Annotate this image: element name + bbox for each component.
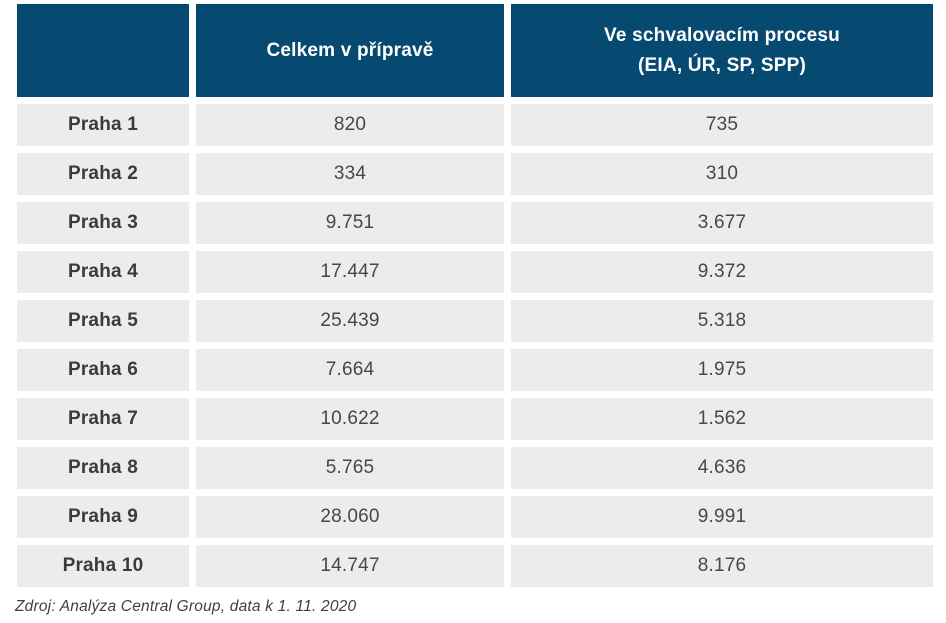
row-approval-value: 310 bbox=[511, 153, 933, 195]
row-total-value: 334 bbox=[196, 153, 504, 195]
row-total-value: 17.447 bbox=[196, 251, 504, 293]
source-note: Zdroj: Analýza Central Group, data k 1. … bbox=[15, 598, 357, 615]
row-total-value: 5.765 bbox=[196, 447, 504, 489]
row-district: Praha 2 bbox=[17, 153, 189, 195]
header-cell-approval: Ve schvalovacím procesu (EIA, ÚR, SP, SP… bbox=[511, 4, 933, 97]
header-approval-line1: Ve schvalovacím procesu bbox=[604, 25, 840, 47]
row-total-value: 28.060 bbox=[196, 496, 504, 538]
row-total-value: 10.622 bbox=[196, 398, 504, 440]
row-district: Praha 7 bbox=[17, 398, 189, 440]
row-total-value: 820 bbox=[196, 104, 504, 146]
row-approval-value: 8.176 bbox=[511, 545, 933, 587]
row-approval-value: 9.372 bbox=[511, 251, 933, 293]
row-approval-value: 4.636 bbox=[511, 447, 933, 489]
row-district: Praha 4 bbox=[17, 251, 189, 293]
row-district: Praha 3 bbox=[17, 202, 189, 244]
row-district: Praha 9 bbox=[17, 496, 189, 538]
row-total-value: 9.751 bbox=[196, 202, 504, 244]
header-cell-empty bbox=[17, 4, 189, 97]
row-district: Praha 8 bbox=[17, 447, 189, 489]
row-total-value: 7.664 bbox=[196, 349, 504, 391]
row-district: Praha 10 bbox=[17, 545, 189, 587]
row-approval-value: 5.318 bbox=[511, 300, 933, 342]
header-approval-line2: (EIA, ÚR, SP, SPP) bbox=[638, 54, 806, 76]
row-total-value: 25.439 bbox=[196, 300, 504, 342]
data-table: Celkem v přípravě Ve schvalovacím proces… bbox=[17, 4, 933, 587]
row-total-value: 14.747 bbox=[196, 545, 504, 587]
header-cell-total: Celkem v přípravě bbox=[196, 4, 504, 97]
row-district: Praha 5 bbox=[17, 300, 189, 342]
row-approval-value: 1.562 bbox=[511, 398, 933, 440]
row-approval-value: 3.677 bbox=[511, 202, 933, 244]
row-district: Praha 6 bbox=[17, 349, 189, 391]
row-approval-value: 735 bbox=[511, 104, 933, 146]
row-approval-value: 1.975 bbox=[511, 349, 933, 391]
row-district: Praha 1 bbox=[17, 104, 189, 146]
row-approval-value: 9.991 bbox=[511, 496, 933, 538]
